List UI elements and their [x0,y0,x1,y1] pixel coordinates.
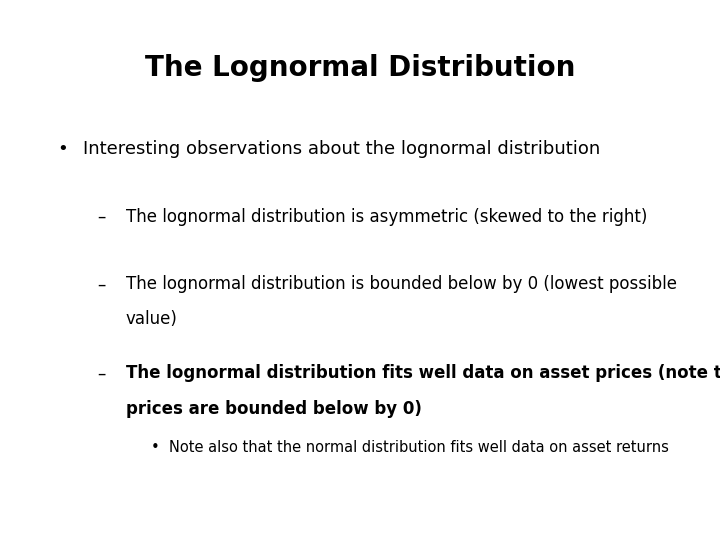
Text: Note also that the normal distribution fits well data on asset returns: Note also that the normal distribution f… [169,440,669,455]
Text: The lognormal distribution fits well data on asset prices (note that: The lognormal distribution fits well dat… [126,364,720,382]
Text: Interesting observations about the lognormal distribution: Interesting observations about the logno… [83,140,600,158]
Text: The Lognormal Distribution: The Lognormal Distribution [145,54,575,82]
Text: The lognormal distribution is bounded below by 0 (lowest possible: The lognormal distribution is bounded be… [126,275,677,293]
Text: –: – [97,275,106,293]
Text: The lognormal distribution is asymmetric (skewed to the right): The lognormal distribution is asymmetric… [126,208,647,226]
Text: prices are bounded below by 0): prices are bounded below by 0) [126,400,422,417]
Text: –: – [97,208,106,226]
Text: –: – [97,364,106,382]
Text: value): value) [126,310,178,328]
Text: •: • [151,440,160,455]
Text: •: • [58,140,68,158]
